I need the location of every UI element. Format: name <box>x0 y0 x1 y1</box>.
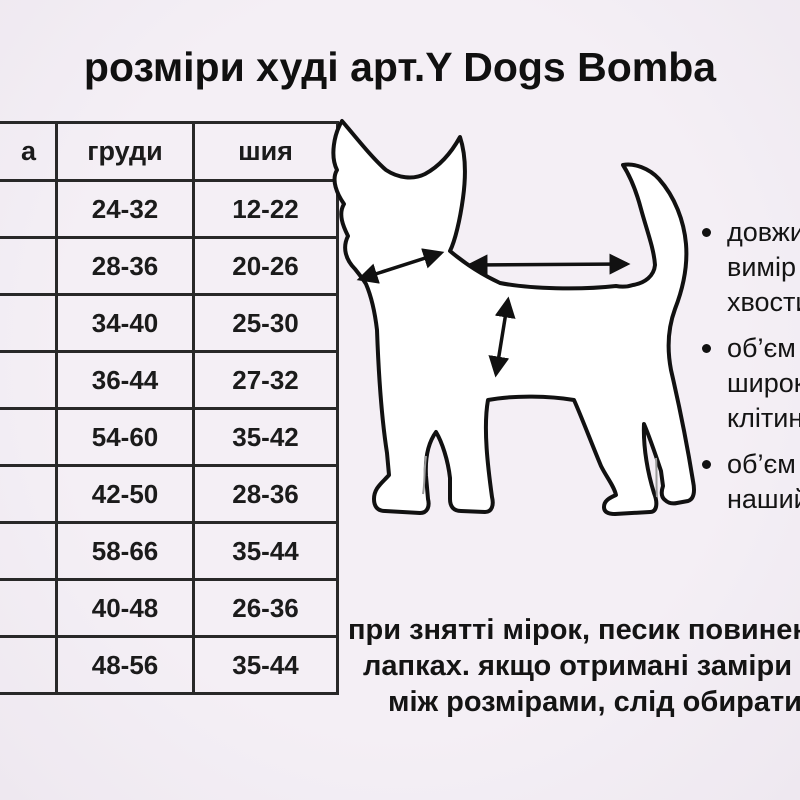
measurement-notes: довжин вимір хвости об’єм широк клітини об’єм н… <box>696 215 800 528</box>
dog-illustration-svg <box>331 119 696 516</box>
table-cell <box>0 407 58 467</box>
size-table-body: 24-32 12-22 28-36 20-26 34-40 25-30 36-44 27-32… <box>0 179 339 695</box>
table-cell: 35-42 <box>192 407 339 467</box>
note-item: довжин вимір хвости <box>696 215 800 320</box>
table-cell: 28-36 <box>192 464 339 524</box>
note-line: наший <box>727 484 800 514</box>
fitting-instructions-line: лапках. якщо отримані заміри пе <box>363 650 800 682</box>
table-row: 34-40 25-30 <box>0 293 339 353</box>
table-cell: 35-44 <box>192 635 339 695</box>
paw-detail-line <box>422 455 427 495</box>
table-row: 54-60 35-42 <box>0 407 339 467</box>
table-row: 48-56 35-44 <box>0 635 339 695</box>
table-cell: 58-66 <box>55 521 195 581</box>
table-cell <box>0 350 58 410</box>
note-line: об’єм <box>727 449 796 479</box>
table-cell: 42-50 <box>55 464 195 524</box>
table-cell <box>0 521 58 581</box>
note-line: об’єм <box>727 333 796 363</box>
note-line: хвости <box>727 287 800 317</box>
table-row: 36-44 27-32 <box>0 350 339 410</box>
bullet-icon <box>702 460 711 469</box>
table-row: 24-32 12-22 <box>0 179 339 239</box>
table-cell: 24-32 <box>55 179 195 239</box>
neck-girth-arrow <box>356 248 445 284</box>
note-line: клітини <box>727 403 800 433</box>
size-table: а груди шия 24-32 12-22 28-36 20-26 34-40 25-30… <box>0 121 339 695</box>
table-cell: 35-44 <box>192 521 339 581</box>
table-cell <box>0 179 58 239</box>
table-cell: 26-36 <box>192 578 339 638</box>
table-cell <box>0 464 58 524</box>
dog-outline <box>331 119 696 516</box>
table-cell: 48-56 <box>55 635 195 695</box>
paw-detail-line <box>655 457 658 498</box>
table-row: 28-36 20-26 <box>0 236 339 296</box>
table-header-cell: шия <box>192 121 339 182</box>
table-header-cell: а <box>0 121 58 182</box>
table-cell: 54-60 <box>55 407 195 467</box>
table-cell <box>0 293 58 353</box>
note-line: довжин <box>727 217 800 247</box>
table-header-cell: груди <box>55 121 195 182</box>
table-row: 58-66 35-44 <box>0 521 339 581</box>
table-cell: 25-30 <box>192 293 339 353</box>
bullet-icon <box>702 228 711 237</box>
chest-depth-arrow <box>488 296 516 378</box>
note-item: об’єм широк клітини <box>696 331 800 436</box>
table-cell: 28-36 <box>55 236 195 296</box>
table-cell: 20-26 <box>192 236 339 296</box>
table-row: 42-50 28-36 <box>0 464 339 524</box>
table-cell: 27-32 <box>192 350 339 410</box>
dog-illustration <box>310 108 710 528</box>
table-cell: 12-22 <box>192 179 339 239</box>
back-length-arrow <box>466 253 631 276</box>
table-cell <box>0 578 58 638</box>
note-line: вимір <box>727 252 797 282</box>
table-cell: 40-48 <box>55 578 195 638</box>
bullet-icon <box>702 344 711 353</box>
fitting-instructions-line: при знятті мірок, песик повинен с <box>348 614 800 646</box>
table-cell: 36-44 <box>55 350 195 410</box>
note-line: широк <box>727 368 800 398</box>
fitting-instructions-line: між розмірами, слід обирати б <box>388 686 800 718</box>
size-table-head: а груди шия <box>0 121 339 182</box>
table-cell <box>0 236 58 296</box>
table-row: 40-48 26-36 <box>0 578 339 638</box>
page-title: розміри худі арт.Y Dogs Bomba <box>83 44 717 90</box>
note-item: об’єм наший <box>696 447 800 517</box>
table-cell: 34-40 <box>55 293 195 353</box>
table-cell <box>0 635 58 695</box>
